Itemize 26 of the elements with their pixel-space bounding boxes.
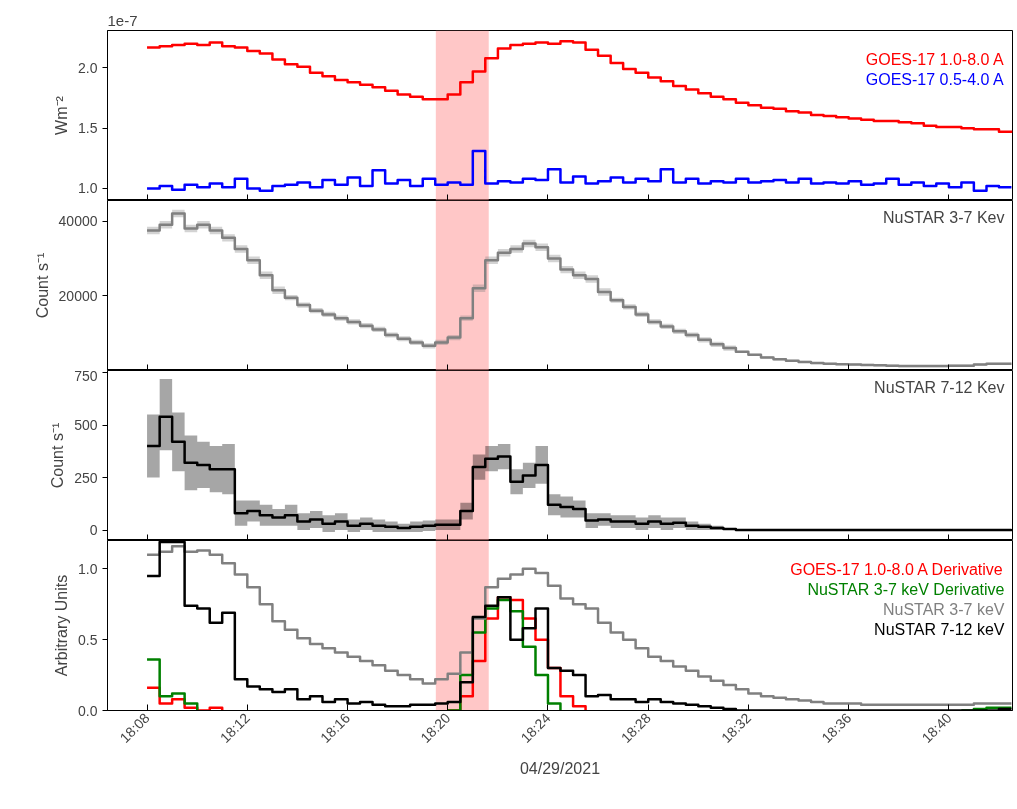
y-tick-label: 1.0 (78, 180, 98, 197)
y-tick-label: 0 (89, 522, 98, 539)
y-tick-label: 20000 (58, 287, 98, 304)
text: NuSTAR 3-7 keV (882, 600, 1005, 618)
y-tick-label: 40000 (58, 213, 98, 230)
text: NuSTAR 7-12 keV (874, 620, 1005, 638)
y-tick-label: 1.5 (78, 120, 98, 137)
text: GOES-17 1.0-8.0 A Derivative (790, 560, 1003, 578)
y-tick-label: 0.0 (78, 702, 98, 719)
y-tick-label: 1.0 (78, 560, 98, 577)
y-tick-label: 250 (74, 469, 98, 486)
annotation: NuSTAR 3-7 Kev (882, 208, 1005, 226)
x-axis-title: 04/29/2021 (519, 759, 601, 777)
y-axis-title: Wm⁻² (53, 95, 71, 135)
y-tick-label: 750 (74, 367, 98, 384)
text: GOES-17 1.0-8.0 A (865, 50, 1004, 68)
y-tick-label: 2.0 (78, 59, 98, 76)
text: NuSTAR 3-7 keV Derivative (807, 580, 1005, 598)
y-axis-title: Count s⁻¹ (49, 422, 67, 489)
y-tick-label: 500 (74, 417, 98, 434)
y-tick-label: 0.5 (78, 631, 98, 648)
y-axis-title: Arbitrary Units (53, 574, 71, 677)
annotation: NuSTAR 7-12 Kev (874, 378, 1005, 396)
y-axis-title: Count s⁻¹ (33, 252, 51, 319)
text: 1e-7 (107, 11, 138, 29)
text: GOES-17 0.5-4.0 A (865, 70, 1004, 88)
